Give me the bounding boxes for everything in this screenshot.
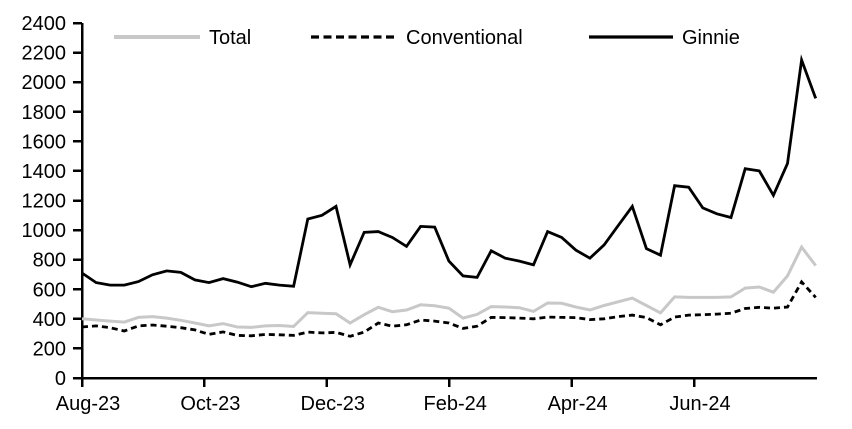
- y-tick-label: 2400: [22, 13, 67, 35]
- series-lines: [81, 54, 818, 338]
- x-tick-label: Dec-23: [301, 393, 365, 415]
- series-line-conventional: [81, 279, 817, 338]
- y-axis: 0 200 400 600 800 1000 1200 1400 1600 1800 2000 220…: [22, 13, 84, 390]
- legend-label-conventional: Conventional: [406, 27, 523, 49]
- y-tick-label: 2000: [22, 72, 67, 94]
- x-tick-label: Aug-23: [56, 393, 121, 415]
- x-axis: Aug-23 Oct-23 Dec-23 Feb-24 Apr-24 Jun-24: [56, 376, 817, 415]
- y-tick-label: 1200: [22, 191, 67, 213]
- y-tick-label: 0: [55, 368, 66, 390]
- series-line-total: [81, 244, 817, 329]
- legend: Total Conventional Ginnie: [114, 27, 740, 49]
- y-tick-label: 800: [33, 250, 66, 272]
- y-tick-label: 1600: [22, 131, 67, 153]
- legend-item-total: Total: [114, 27, 251, 49]
- x-tick-label: Apr-24: [548, 393, 608, 415]
- legend-label-ginnie: Ginnie: [682, 27, 740, 49]
- x-tick-label: Oct-23: [180, 393, 240, 415]
- legend-item-ginnie: Ginnie: [589, 27, 740, 49]
- x-tick-label: Jun-24: [669, 393, 730, 415]
- y-tick-label: 1800: [22, 102, 67, 124]
- y-tick-label: 200: [33, 338, 66, 360]
- y-tick-label: 1400: [22, 161, 67, 183]
- y-tick-label: 1000: [22, 220, 67, 242]
- y-tick-label: 600: [33, 279, 66, 301]
- y-tick-label: 400: [33, 309, 66, 331]
- series-line-ginnie: [81, 54, 818, 289]
- y-tick-label: 2200: [22, 43, 67, 65]
- legend-label-total: Total: [209, 27, 251, 49]
- x-tick-label: Feb-24: [424, 393, 487, 415]
- legend-item-conventional: Conventional: [311, 27, 523, 49]
